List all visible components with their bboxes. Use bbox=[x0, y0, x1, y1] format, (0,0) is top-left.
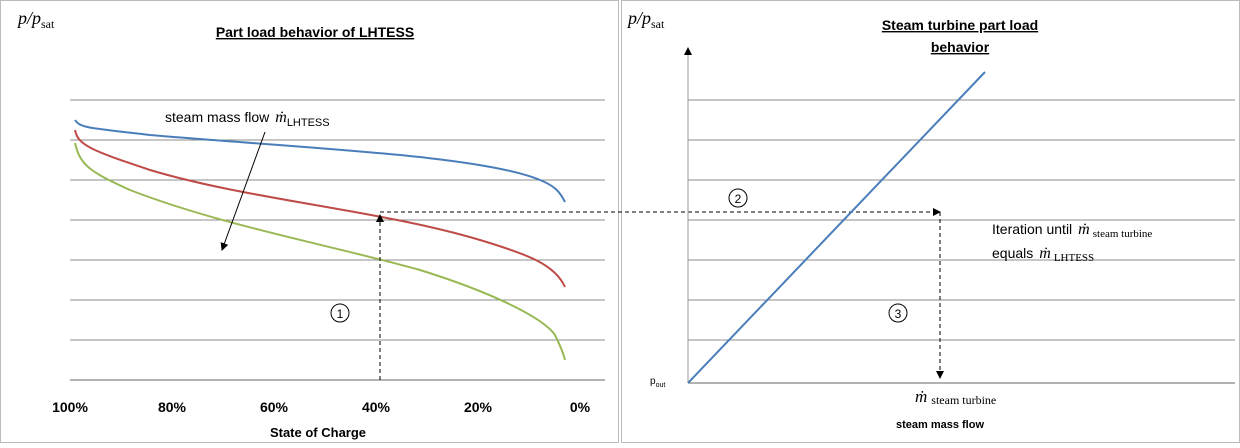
iteration-1: Iteration until ṁ steam turbine bbox=[992, 221, 1152, 240]
step-label: 2 bbox=[735, 192, 742, 206]
right-panel bbox=[621, 0, 1240, 443]
x-ticks: 100% 80% 60% 40% 20% 0% bbox=[52, 399, 591, 415]
step-circle bbox=[888, 303, 908, 323]
right-x-label: steam mass flow bbox=[896, 419, 984, 431]
x-tick-label: 20% bbox=[464, 399, 493, 415]
left-title: Part load behavior of LHTESS bbox=[216, 24, 414, 40]
right-title-1: Steam turbine part load bbox=[882, 17, 1038, 33]
right-grid bbox=[684, 47, 1235, 384]
x-tick-label: 80% bbox=[158, 399, 187, 415]
green-curve bbox=[74, 142, 566, 361]
annotation: steam mass flow ṁLHTESS bbox=[165, 109, 330, 129]
red-curve bbox=[74, 129, 566, 288]
left-panel bbox=[0, 0, 619, 443]
step-circle bbox=[728, 188, 748, 208]
turbine-line bbox=[687, 71, 986, 384]
annotation-arrow bbox=[220, 131, 266, 251]
x-tick-label: 60% bbox=[260, 399, 289, 415]
step-label: 3 bbox=[895, 307, 902, 321]
p-out: pout bbox=[650, 376, 665, 389]
left-grid bbox=[70, 99, 605, 381]
x-marker: ṁ steam turbine bbox=[915, 387, 996, 407]
step-circle bbox=[330, 303, 350, 323]
left-y-label: p/psat bbox=[16, 8, 55, 31]
step-label: 1 bbox=[337, 307, 344, 321]
left-x-label: State of Charge bbox=[270, 425, 366, 440]
right-title-2: behavior bbox=[931, 39, 990, 55]
x-tick-label: 100% bbox=[52, 399, 88, 415]
blue-curve bbox=[74, 119, 566, 203]
x-tick-label: 0% bbox=[570, 399, 591, 415]
right-y-label: p/psat bbox=[626, 8, 665, 31]
iteration-2: equals ṁ LHTESS bbox=[992, 245, 1094, 264]
x-tick-label: 40% bbox=[362, 399, 391, 415]
